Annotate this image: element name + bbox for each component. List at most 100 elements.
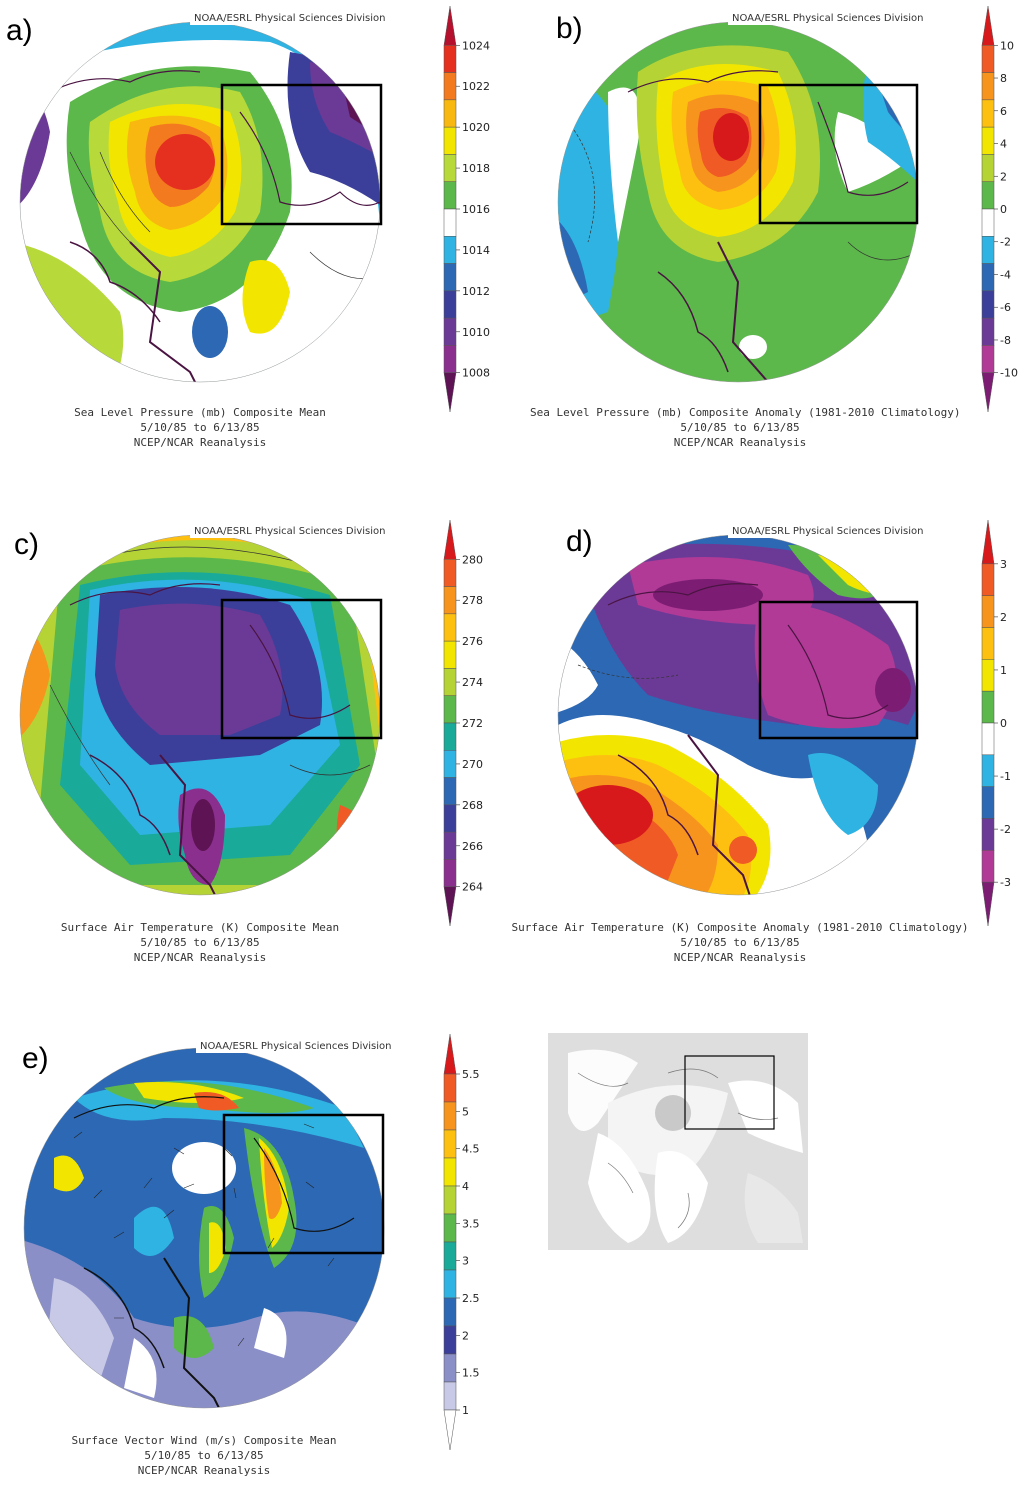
colorbar-label: 2 [1000,170,1007,183]
colorbar-label: 1.5 [462,1367,480,1380]
colorbar-segment [981,99,995,128]
colorbar-label: 3 [462,1255,469,1268]
colorbar-label: 5.5 [462,1068,480,1081]
colorbar-segment [981,519,995,565]
colorbar-label: 1012 [462,285,490,298]
colorbar-label: 0 [1000,717,1007,730]
colorbar-label: -2 [1000,236,1011,249]
region-box [758,83,919,225]
map-surface-air-temperature-anomaly [557,534,919,896]
colorbar-label: 6 [1000,105,1007,118]
colorbar-label: 4 [1000,138,1007,151]
colorbar-label: 1018 [462,162,490,175]
colorbar-segment [443,886,457,927]
colorbar-label: 1 [1000,664,1007,677]
colorbar-label: 2.5 [462,1292,480,1305]
colorbar-segment [443,345,457,373]
colorbar-label: 2 [462,1329,469,1342]
colorbar-segment [981,208,995,237]
colorbar-label: 1016 [462,203,490,216]
colorbar-label: -6 [1000,301,1011,314]
colorbar-label: 1014 [462,244,490,257]
colorbar-segment [443,126,457,155]
credit-label: NOAA/ESRL Physical Sciences Division [728,525,928,538]
caption-line: NCEP/NCAR Reanalysis [133,951,267,964]
colorbar-segment [981,850,995,883]
colorbar-label: 4.5 [462,1143,480,1156]
map-surface-air-temperature-mean [19,534,383,896]
panel-letter-d: d) [566,525,593,558]
colorbar-label: 270 [462,758,483,771]
colorbar-segment [443,1185,457,1215]
region-box [758,600,919,740]
caption-a: Sea Level Pressure (mb) Composite Mean 5… [50,405,350,450]
colorbar-label: -4 [1000,268,1011,281]
colorbar-segment [443,1353,457,1383]
colorbar-label: 274 [462,676,483,689]
caption-d: Surface Air Temperature (K) Composite An… [510,920,970,965]
colorbar-label: -10 [1000,367,1018,380]
colorbar-segment [981,126,995,155]
colorbar-segment [443,1101,457,1131]
colorbar-segment [443,559,457,587]
colorbar-label: 4 [462,1180,469,1193]
caption-line: Sea Level Pressure (mb) Composite Anomal… [530,406,961,419]
colorbar-label: 266 [462,840,483,853]
colorbar-segment [981,45,995,73]
colorbar-segment [443,45,457,73]
caption-line: 5/10/85 to 6/13/85 [144,1449,264,1462]
colorbar-segment [981,290,995,319]
colorbar-segment [443,372,457,413]
colorbar-segment [981,154,995,182]
caption-b: Sea Level Pressure (mb) Composite Anomal… [530,405,961,450]
colorbar-segment [981,563,995,596]
colorbar-segment [981,5,995,46]
caption-line: 5/10/85 to 6/13/85 [140,421,260,434]
colorbar-segment [443,1325,457,1355]
colorbar-segment [981,690,995,724]
colorbar-segment [443,613,457,642]
colorbar-segment [443,777,457,806]
colorbar-label: -1 [1000,770,1011,783]
colorbar-label: 1 [462,1404,469,1417]
map-sea-level-pressure-anomaly [557,21,919,383]
colorbar-segment [981,372,995,413]
colorbar-label: -2 [1000,823,1011,836]
caption-line: NCEP/NCAR Reanalysis [137,1464,271,1477]
colorbar-segment [443,263,457,292]
colorbar-segment [981,722,995,756]
credit-label: NOAA/ESRL Physical Sciences Division [190,525,390,538]
colorbar-label: -3 [1000,876,1011,889]
colorbar-segment [443,1241,457,1271]
colorbar-segment [443,290,457,319]
region-box [222,1113,385,1255]
colorbar-segment [443,154,457,182]
colorbar-segment [443,859,457,887]
caption-line: Surface Air Temperature (K) Composite An… [511,921,969,934]
colorbar-segment [443,72,457,101]
colorbar-label: 276 [462,635,483,648]
colorbar-label: 1024 [462,39,490,52]
colorbar-segment [443,317,457,346]
colorbar-label: 1022 [462,80,490,93]
caption-line: 5/10/85 to 6/13/85 [680,421,800,434]
colorbar-segment [981,345,995,373]
colorbar-label: 0 [1000,203,1007,216]
colorbar-segment [443,1297,457,1327]
locator-inset-map [548,1033,808,1250]
colorbar-segment [443,1129,457,1159]
colorbar-segment [981,595,995,628]
panel-letter-b: b) [556,12,583,45]
colorbar-segment [981,317,995,346]
colorbar-segment [443,236,457,264]
colorbar-label: 1020 [462,121,490,134]
colorbar-label: 3.5 [462,1217,480,1230]
colorbar-segment [443,804,457,833]
colorbar-segment [443,208,457,237]
colorbar-label: 3 [1000,558,1007,571]
colorbar-segment [443,519,457,560]
panel-letter-e: e) [22,1042,49,1075]
colorbar-label: 5 [462,1105,469,1118]
colorbar-segment [443,831,457,860]
caption-line: NCEP/NCAR Reanalysis [673,436,807,449]
